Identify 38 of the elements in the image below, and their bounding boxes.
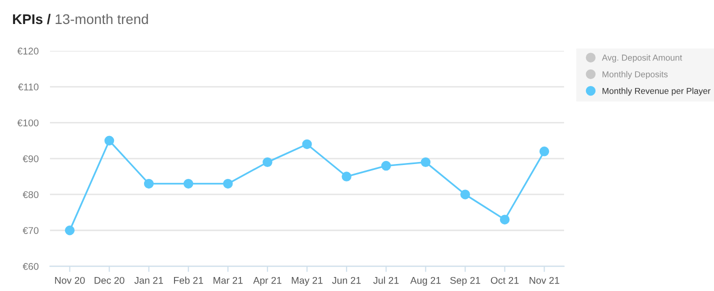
point: [223, 178, 233, 189]
x-tick-label: Nov 20: [55, 276, 85, 284]
point: [500, 214, 510, 224]
point: [262, 157, 272, 168]
x-tick-label: Oct 21: [490, 276, 519, 284]
point: [342, 172, 352, 182]
y-tick-label: €100: [17, 119, 38, 126]
chart-subtitle: 13-month trend: [56, 14, 148, 24]
y-tick-label: €120: [17, 48, 38, 55]
x-tick-label: Apr 21: [253, 276, 282, 286]
point: [64, 226, 75, 236]
y-tick-label: €80: [22, 191, 38, 198]
x-tick-label: Dec 20: [94, 276, 124, 284]
y-tick-label: €90: [22, 155, 38, 162]
point: [460, 190, 470, 200]
x-tick-label: Jul 21: [373, 276, 399, 284]
x-tick-label: Feb 21: [174, 276, 204, 284]
x-tick-label: Aug 21: [410, 276, 441, 286]
x-tick-label: Jun 21: [332, 276, 361, 284]
chart-title: KPIs /: [13, 14, 51, 24]
y-tick-label: €110: [18, 84, 38, 90]
legend-label: Avg. Deposit Amount: [602, 54, 682, 62]
x-tick-label: May 21: [292, 276, 322, 286]
point: [184, 178, 194, 189]
legend-label: Monthly Revenue per Player: [602, 88, 710, 96]
point: [381, 160, 391, 171]
x-tick-label: Jan 21: [134, 276, 163, 284]
y-tick-label: €70: [22, 227, 38, 234]
x-tick-label: Sep 21: [450, 276, 480, 286]
x-tick-label: Mar 21: [214, 276, 243, 284]
point: [420, 157, 431, 168]
point: [302, 139, 312, 150]
point: [104, 136, 114, 146]
x-tick-label: Nov 21: [530, 276, 560, 284]
legend-label: Monthly Deposits: [602, 71, 668, 80]
y-tick-label: €60: [22, 263, 38, 270]
point: [539, 146, 550, 156]
point: [144, 178, 154, 189]
